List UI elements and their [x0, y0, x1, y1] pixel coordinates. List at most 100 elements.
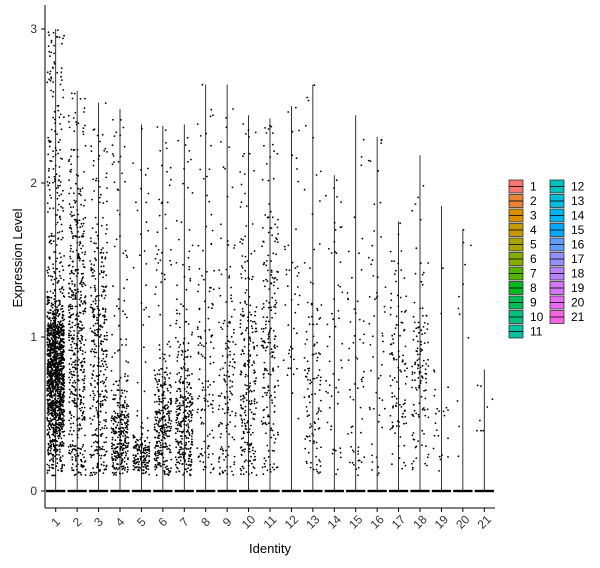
data-point [61, 333, 64, 335]
data-point [58, 175, 61, 177]
data-point [104, 308, 107, 310]
data-point [211, 407, 214, 409]
data-point [269, 329, 271, 331]
data-point [76, 419, 78, 421]
data-point [303, 396, 306, 399]
data-point [59, 391, 62, 394]
data-point [391, 427, 393, 429]
data-point [290, 298, 293, 301]
data-point [201, 389, 204, 391]
data-point [190, 443, 193, 446]
data-point [49, 420, 51, 422]
data-point [84, 216, 87, 219]
data-point [105, 224, 108, 226]
data-point [76, 226, 79, 229]
data-point [158, 348, 161, 351]
data-point [164, 383, 167, 386]
data-point [261, 245, 263, 248]
data-point [48, 413, 51, 415]
data-point [439, 458, 442, 461]
data-point [113, 455, 116, 457]
data-point [117, 384, 120, 387]
data-point [427, 416, 430, 419]
data-point [199, 452, 202, 455]
data-point [269, 210, 272, 213]
data-point [74, 201, 77, 204]
data-point [176, 356, 179, 359]
data-point [82, 235, 85, 238]
data-point [116, 417, 118, 419]
data-point [56, 432, 58, 435]
data-point [46, 181, 49, 183]
data-point [261, 340, 264, 343]
data-point [188, 374, 191, 376]
data-point [251, 462, 253, 465]
data-point [95, 177, 98, 180]
data-point [402, 412, 404, 415]
data-point [84, 468, 87, 471]
data-point [55, 277, 58, 280]
data-point [404, 402, 406, 405]
data-point [456, 400, 459, 402]
data-point [122, 451, 125, 454]
data-point [368, 296, 371, 298]
data-point [353, 335, 356, 337]
data-point [74, 218, 77, 221]
data-point [180, 420, 183, 423]
data-point [53, 341, 56, 344]
data-point [71, 469, 74, 471]
data-point [226, 354, 229, 357]
data-point [93, 250, 96, 253]
data-point [120, 445, 122, 448]
data-point [68, 158, 71, 161]
data-point [267, 414, 270, 416]
data-point [103, 318, 106, 321]
data-point [347, 433, 349, 435]
data-point [241, 465, 244, 468]
data-point [170, 400, 173, 402]
data-point [158, 373, 161, 376]
data-point [53, 110, 56, 113]
data-point [185, 308, 188, 311]
data-point [106, 396, 108, 399]
data-point [101, 285, 104, 288]
data-point [332, 448, 335, 451]
data-point [100, 400, 102, 403]
data-point [191, 403, 193, 406]
data-point [71, 349, 74, 352]
data-point [60, 261, 62, 263]
data-point [377, 420, 380, 423]
data-point [243, 418, 246, 421]
data-point [243, 411, 246, 414]
data-point [262, 227, 264, 229]
data-point [57, 315, 60, 318]
data-point [147, 468, 150, 471]
data-point [241, 421, 244, 424]
data-point [50, 420, 53, 422]
data-point [241, 255, 244, 257]
data-point [198, 321, 201, 323]
data-point [126, 428, 129, 430]
data-point [166, 170, 168, 173]
data-point [76, 209, 79, 211]
data-point [358, 318, 361, 321]
data-point [57, 141, 60, 144]
data-point [91, 405, 94, 407]
data-point [111, 465, 114, 468]
data-point [72, 250, 74, 253]
data-point [191, 409, 194, 411]
data-point [122, 404, 125, 406]
data-point [187, 392, 190, 394]
data-point [443, 414, 446, 417]
data-point [140, 468, 143, 471]
data-point [245, 133, 247, 135]
data-point [55, 384, 57, 387]
data-point [241, 407, 244, 410]
data-point [56, 29, 59, 31]
data-point [140, 463, 143, 466]
data-point [163, 472, 166, 474]
data-point [285, 273, 288, 276]
data-point [334, 449, 337, 452]
data-point [48, 167, 50, 170]
data-point [202, 422, 205, 425]
